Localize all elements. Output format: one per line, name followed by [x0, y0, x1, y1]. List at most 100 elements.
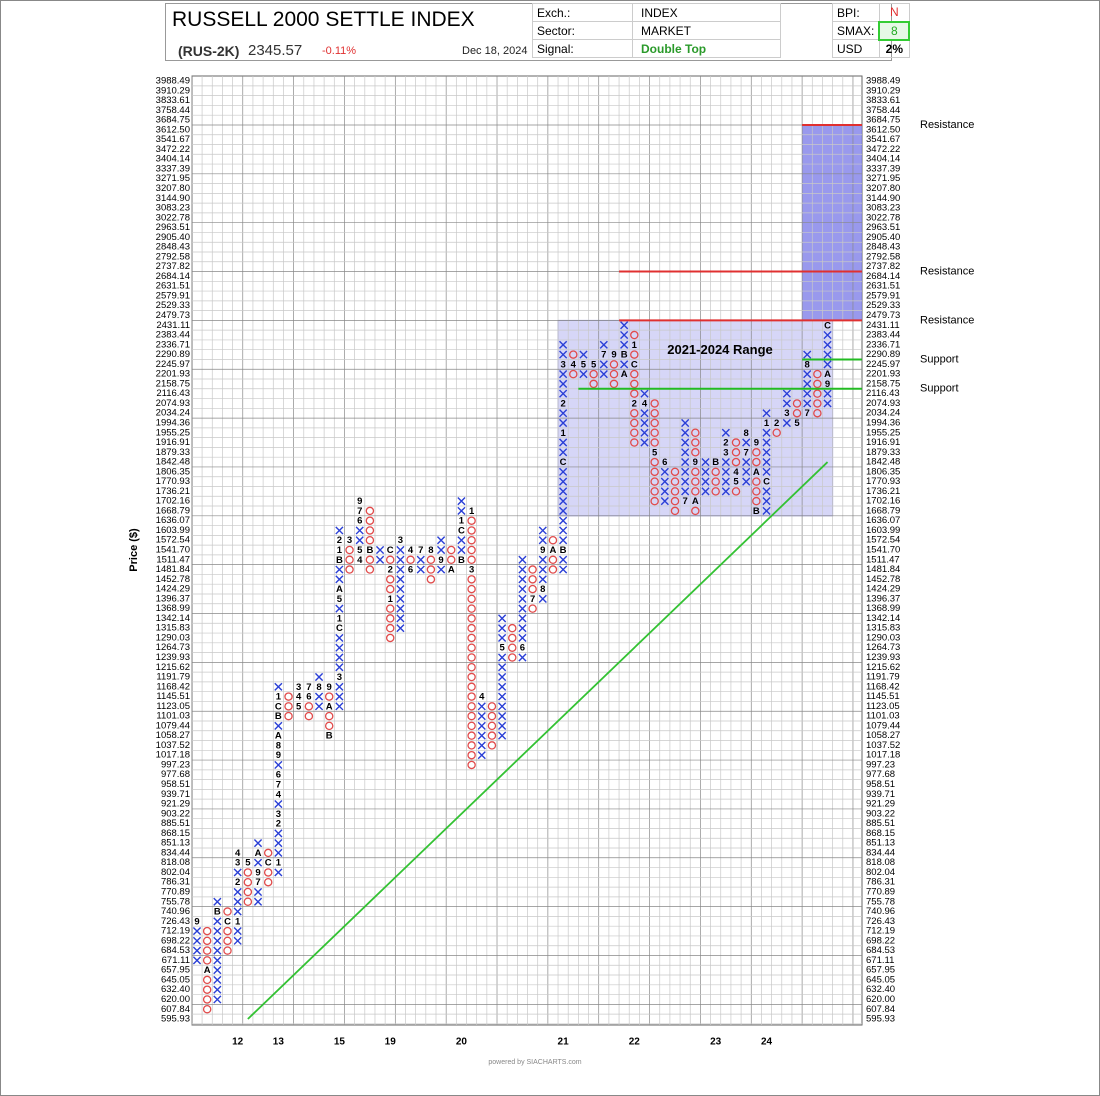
x-box — [396, 565, 405, 574]
month-label: 2 — [774, 418, 779, 429]
x-box — [823, 399, 832, 408]
x-box — [498, 663, 507, 672]
x-box — [742, 457, 751, 467]
o-box — [304, 702, 314, 711]
x-box — [742, 477, 751, 486]
o-box — [650, 457, 659, 467]
month-label: B — [560, 545, 567, 556]
x-box — [762, 438, 771, 447]
month-label: 3 — [723, 447, 728, 458]
o-box — [243, 887, 253, 897]
x-box — [762, 467, 771, 476]
y-tick-label-right: 632.40 — [866, 984, 895, 995]
y-tick-label: 1668.79 — [156, 505, 190, 516]
o-box — [467, 526, 476, 535]
x-box — [213, 936, 222, 945]
y-tick-label: 885.51 — [161, 818, 190, 829]
y-tick-label-right: 2684.14 — [866, 271, 900, 282]
y-tick-label: 1079.44 — [156, 720, 190, 731]
y-tick-label: 2479.73 — [156, 310, 190, 321]
x-box — [355, 526, 364, 535]
o-box — [365, 565, 375, 574]
y-tick-label-right: 1842.48 — [866, 457, 900, 468]
x-box — [274, 848, 283, 857]
y-tick-label-right: 607.84 — [866, 1004, 895, 1015]
x-box — [701, 487, 710, 496]
info-value: N — [878, 3, 910, 22]
y-tick-label: 3207.80 — [156, 183, 190, 194]
x-box — [701, 457, 710, 467]
y-tick-label-right: 2034.24 — [866, 408, 900, 419]
level-label: Support — [920, 383, 959, 395]
y-tick-label-right: 1955.25 — [866, 427, 900, 438]
x-box — [559, 487, 568, 496]
o-box — [508, 623, 517, 633]
change: -0.11% — [322, 45, 357, 57]
o-box — [467, 545, 476, 555]
o-box — [548, 565, 558, 574]
o-box — [426, 555, 436, 565]
y-tick-label: 818.08 — [161, 857, 190, 868]
o-box — [467, 623, 476, 633]
o-box — [609, 369, 619, 379]
y-tick-label-right: 2737.82 — [866, 261, 900, 272]
title: RUSSELL 2000 SETTLE INDEX — [172, 8, 475, 31]
x-box — [314, 692, 324, 701]
month-label: 3 — [347, 535, 352, 546]
o-box — [630, 418, 639, 428]
o-box — [589, 369, 598, 379]
y-tick-label: 2245.97 — [156, 359, 190, 370]
y-tick-label-right: 2963.51 — [866, 222, 900, 233]
y-tick-label-right: 1215.62 — [866, 662, 900, 673]
month-label: 1 — [276, 692, 282, 703]
o-box — [385, 575, 395, 584]
x-box — [213, 995, 222, 1004]
y-tick-label: 1101.03 — [156, 711, 190, 722]
x-box — [457, 497, 466, 506]
y-tick-label: 1916.91 — [156, 437, 190, 448]
o-box — [650, 428, 659, 438]
x-box — [233, 887, 242, 897]
x-box — [213, 985, 222, 994]
x-box — [579, 350, 588, 359]
y-tick-label-right: 939.71 — [866, 789, 895, 800]
x-box — [660, 497, 669, 506]
info-value: 8 — [878, 20, 911, 41]
x-box — [782, 389, 791, 398]
o-box — [284, 692, 293, 701]
y-tick-label-right: 698.22 — [866, 935, 895, 946]
month-label: A — [255, 848, 262, 859]
o-box — [223, 907, 232, 916]
o-box — [263, 868, 273, 877]
y-tick-label-right: 786.31 — [866, 877, 895, 888]
o-box — [467, 692, 476, 701]
y-tick-label: 3612.50 — [156, 124, 190, 135]
month-label: 1 — [337, 613, 343, 624]
month-label: 9 — [754, 438, 759, 449]
x-box — [762, 409, 771, 418]
o-box — [630, 330, 639, 340]
y-tick-label: 802.04 — [161, 867, 190, 878]
o-box — [467, 672, 476, 682]
month-label: 3 — [337, 672, 342, 683]
y-tick-label: 2963.51 — [156, 222, 190, 233]
y-tick-label-right: 645.05 — [866, 974, 895, 985]
y-tick-label-right: 2245.97 — [866, 359, 900, 370]
trendline — [247, 461, 829, 1020]
x-box — [335, 643, 344, 652]
o-box — [650, 399, 659, 408]
x-box — [701, 477, 710, 486]
y-tick-label-right: 726.43 — [866, 916, 895, 927]
month-label: 9 — [438, 555, 443, 566]
month-label: 1 — [276, 858, 282, 869]
x-box — [498, 731, 507, 740]
y-tick-label-right: 2579.91 — [866, 290, 900, 301]
o-box — [630, 428, 639, 438]
y-tick-label: 645.05 — [161, 974, 190, 985]
x-box — [559, 418, 568, 428]
y-tick-label-right: 2336.71 — [866, 339, 900, 350]
x-box — [335, 692, 344, 701]
x-box — [681, 448, 690, 457]
x-box — [396, 614, 405, 623]
month-label: 9 — [611, 350, 616, 361]
